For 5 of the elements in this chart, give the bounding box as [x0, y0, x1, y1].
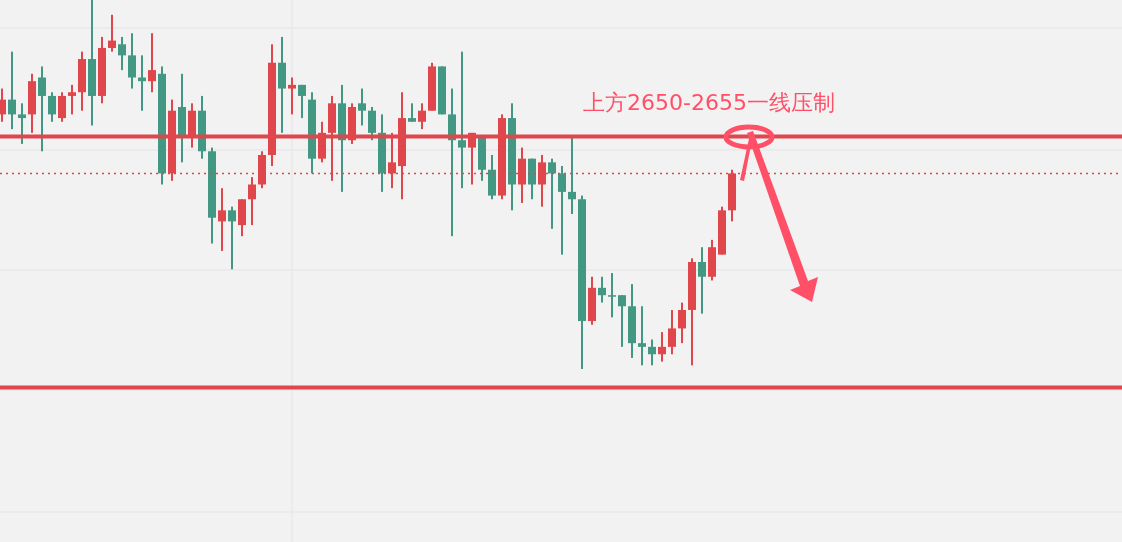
candlestick — [638, 306, 646, 366]
annotation: 上方2650-2655一线压制 — [583, 89, 835, 117]
candlestick — [608, 273, 616, 318]
candlestick — [138, 55, 146, 111]
candlestick — [458, 51, 466, 189]
